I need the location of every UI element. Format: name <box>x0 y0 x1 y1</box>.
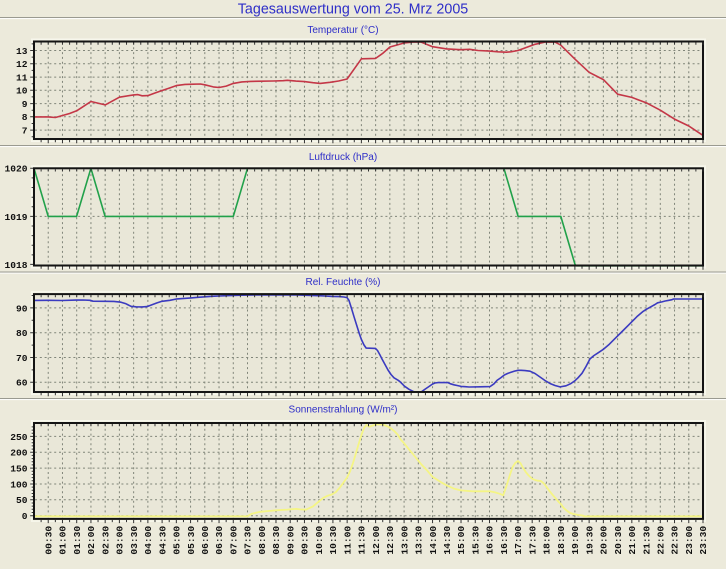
svg-text:01:00: 01:00 <box>58 526 69 555</box>
svg-text:07:00: 07:00 <box>228 526 239 555</box>
svg-text:17:30: 17:30 <box>527 526 538 555</box>
svg-text:60: 60 <box>16 378 28 389</box>
svg-text:11:00: 11:00 <box>342 526 353 555</box>
svg-text:04:30: 04:30 <box>157 526 168 555</box>
svg-text:12:00: 12:00 <box>371 526 382 555</box>
svg-text:13:00: 13:00 <box>399 526 410 555</box>
svg-text:07:30: 07:30 <box>243 526 254 555</box>
svg-text:21:00: 21:00 <box>627 526 638 555</box>
svg-text:05:00: 05:00 <box>172 526 183 555</box>
svg-text:20:30: 20:30 <box>613 526 624 555</box>
svg-text:00:30: 00:30 <box>43 526 54 555</box>
svg-text:06:30: 06:30 <box>214 526 225 555</box>
svg-text:22:00: 22:00 <box>656 526 667 555</box>
svg-text:08:30: 08:30 <box>271 526 282 555</box>
svg-text:04:00: 04:00 <box>143 526 154 555</box>
svg-text:12: 12 <box>16 59 28 70</box>
svg-text:80: 80 <box>16 328 28 339</box>
svg-text:19:30: 19:30 <box>584 526 595 555</box>
svg-text:Temperatur (°C): Temperatur (°C) <box>307 25 378 36</box>
svg-text:Luftdruck (hPa): Luftdruck (hPa) <box>309 152 377 163</box>
svg-text:14:30: 14:30 <box>442 526 453 555</box>
svg-text:10:30: 10:30 <box>328 526 339 555</box>
svg-text:14:00: 14:00 <box>428 526 439 555</box>
svg-text:150: 150 <box>10 464 28 475</box>
svg-text:70: 70 <box>16 353 28 364</box>
svg-text:16:00: 16:00 <box>485 526 496 555</box>
svg-text:09:30: 09:30 <box>300 526 311 555</box>
svg-text:20:00: 20:00 <box>599 526 610 555</box>
svg-text:Tagesauswertung vom 25. Mrz 20: Tagesauswertung vom 25. Mrz 2005 <box>238 1 469 17</box>
svg-text:02:00: 02:00 <box>86 526 97 555</box>
svg-text:10:00: 10:00 <box>314 526 325 555</box>
svg-text:Rel. Feuchte (%): Rel. Feuchte (%) <box>305 277 380 288</box>
svg-text:11: 11 <box>16 73 28 84</box>
svg-text:90: 90 <box>16 303 28 314</box>
svg-text:15:00: 15:00 <box>456 526 467 555</box>
svg-text:09:00: 09:00 <box>285 526 296 555</box>
svg-text:05:30: 05:30 <box>186 526 197 555</box>
svg-text:100: 100 <box>10 479 28 490</box>
svg-text:02:30: 02:30 <box>100 526 111 555</box>
svg-text:7: 7 <box>22 126 28 137</box>
svg-text:17:00: 17:00 <box>513 526 524 555</box>
svg-text:01:30: 01:30 <box>72 526 83 555</box>
svg-text:1020: 1020 <box>4 164 27 175</box>
svg-text:200: 200 <box>10 448 28 459</box>
svg-text:21:30: 21:30 <box>641 526 652 555</box>
svg-text:13:30: 13:30 <box>414 526 425 555</box>
svg-text:18:30: 18:30 <box>556 526 567 555</box>
svg-text:18:00: 18:00 <box>542 526 553 555</box>
svg-text:Sonnenstrahlung (W/m²): Sonnenstrahlung (W/m²) <box>289 405 398 416</box>
svg-text:12:30: 12:30 <box>385 526 396 555</box>
svg-text:11:30: 11:30 <box>357 526 368 555</box>
svg-text:16:30: 16:30 <box>499 526 510 555</box>
svg-text:22:30: 22:30 <box>670 526 681 555</box>
svg-text:1019: 1019 <box>4 212 27 223</box>
svg-text:03:00: 03:00 <box>115 526 126 555</box>
svg-text:10: 10 <box>16 86 28 97</box>
svg-text:03:30: 03:30 <box>129 526 140 555</box>
svg-text:13: 13 <box>16 46 28 57</box>
svg-text:1018: 1018 <box>4 260 27 271</box>
svg-text:06:00: 06:00 <box>200 526 211 555</box>
svg-text:50: 50 <box>16 495 28 506</box>
svg-text:08:00: 08:00 <box>257 526 268 555</box>
svg-text:15:30: 15:30 <box>470 526 481 555</box>
svg-text:8: 8 <box>22 112 28 123</box>
svg-text:9: 9 <box>22 99 28 110</box>
svg-text:23:30: 23:30 <box>698 526 709 555</box>
svg-text:0: 0 <box>22 511 28 522</box>
svg-text:250: 250 <box>10 432 28 443</box>
svg-text:23:00: 23:00 <box>684 526 695 555</box>
svg-text:19:00: 19:00 <box>570 526 581 555</box>
